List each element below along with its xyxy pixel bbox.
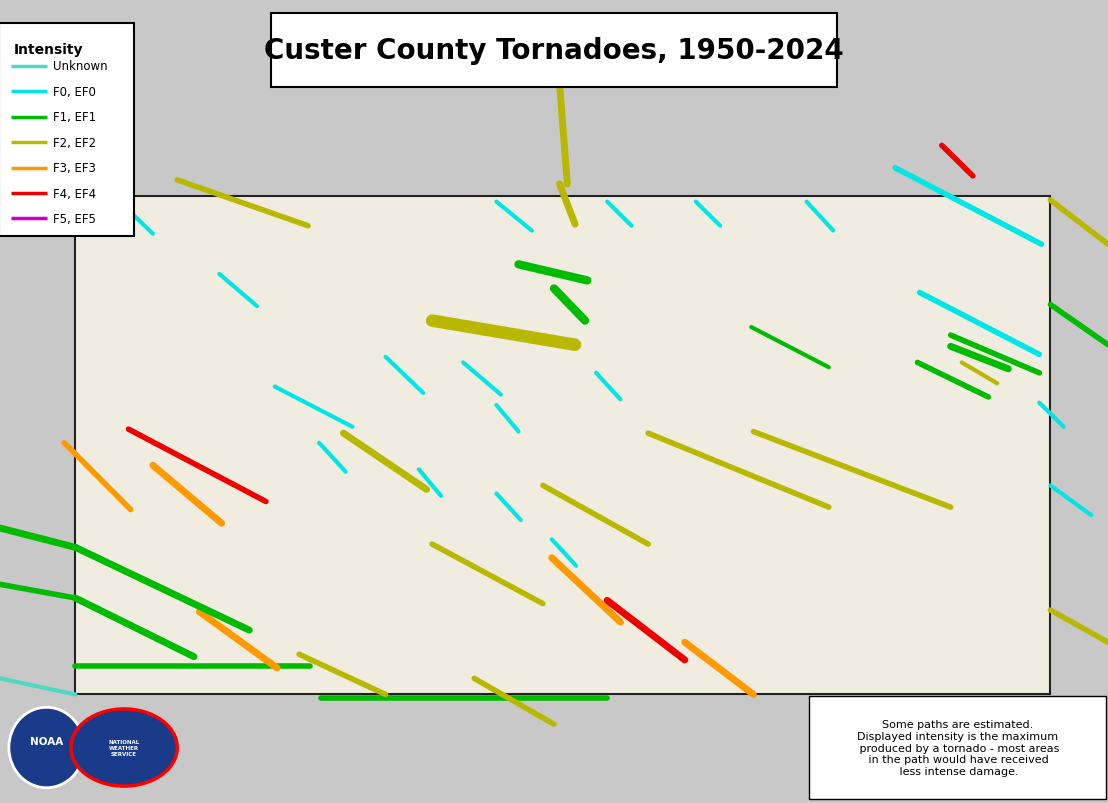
Text: NOAA: NOAA xyxy=(30,736,63,746)
Text: Custer County Tornadoes, 1950-2024: Custer County Tornadoes, 1950-2024 xyxy=(264,38,844,65)
Text: F1, EF1: F1, EF1 xyxy=(53,111,96,124)
Text: F0, EF0: F0, EF0 xyxy=(53,86,96,99)
Text: Some paths are estimated.
Displayed intensity is the maximum
 produced by a torn: Some paths are estimated. Displayed inte… xyxy=(855,719,1059,776)
Ellipse shape xyxy=(9,707,84,788)
Text: F4, EF4: F4, EF4 xyxy=(53,187,96,200)
FancyBboxPatch shape xyxy=(0,24,134,237)
Text: F5, EF5: F5, EF5 xyxy=(53,213,96,226)
Text: F3, EF3: F3, EF3 xyxy=(53,162,96,175)
FancyBboxPatch shape xyxy=(809,696,1106,799)
Text: NATIONAL
WEATHER
SERVICE: NATIONAL WEATHER SERVICE xyxy=(109,740,140,756)
FancyBboxPatch shape xyxy=(271,14,837,88)
Text: Unknown: Unknown xyxy=(53,60,107,73)
Bar xyxy=(75,197,1050,695)
Text: Intensity: Intensity xyxy=(13,43,83,56)
Circle shape xyxy=(71,709,177,786)
Text: F2, EF2: F2, EF2 xyxy=(53,137,96,149)
